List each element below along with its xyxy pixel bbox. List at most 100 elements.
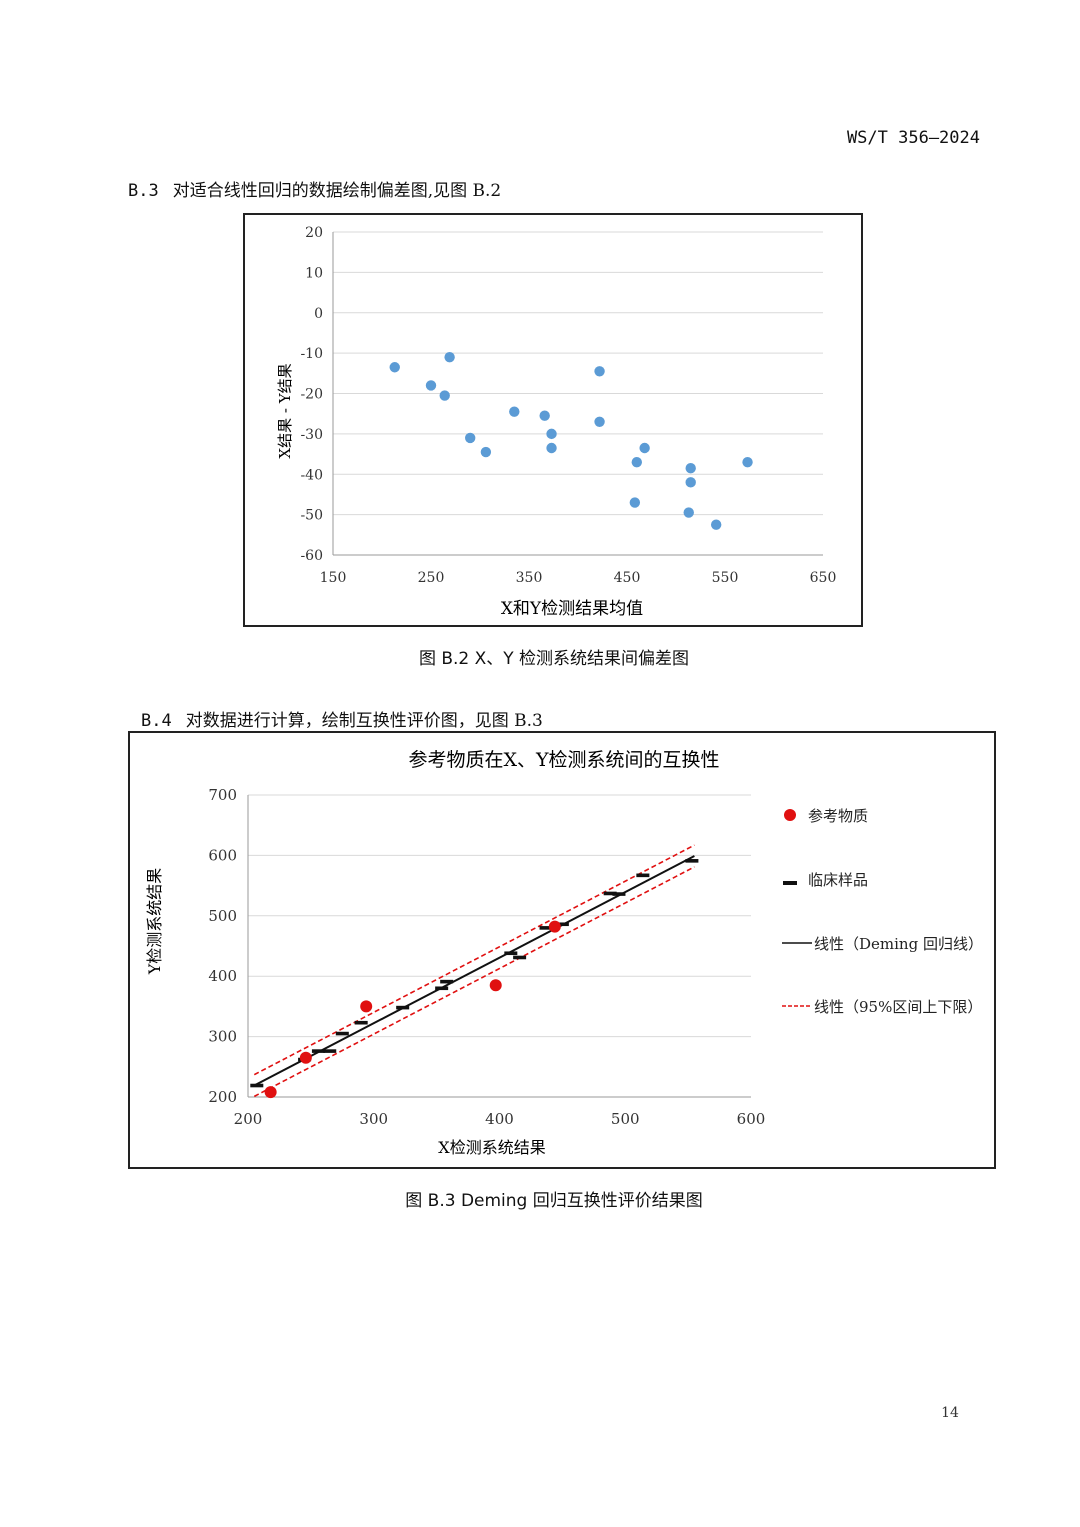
b2-y-tick-label: -10 [300,346,323,362]
b2-data-point [629,497,641,508]
b3-x-tick-label: 300 [359,1110,388,1128]
commutability-chart: 参考物质在X、Y检测系统间的互换性 700 600 500 400 300 200 200… [145,749,983,1157]
b3-y-tick-label: 400 [208,967,237,985]
b2-x-tick-label: 350 [516,570,543,586]
b2-x-tick-label: 450 [614,570,641,586]
b2-data-point [710,519,722,530]
b2-data-point [465,432,476,444]
b3-reference-material-point [264,1086,277,1099]
b3-y-tick-label: 300 [208,1028,237,1046]
section-b4-text: 对数据进行计算，绘制互换性评价图，见图 B.3 [185,711,543,731]
b2-y-tick-label: -50 [300,508,323,524]
b3-reference-material-point [489,979,502,992]
figure-b3-caption: 图 B.3 Deming 回归互换性评价结果图 [405,1191,703,1211]
b3-x-tick-label: 200 [234,1110,263,1128]
section-b3-text: 对适合线性回归的数据绘制偏差图,见图 B.2 [172,181,502,201]
b3-x-tick-label: 400 [485,1110,514,1128]
figure-b3-frame: 参考物质在X、Y检测系统间的互换性 700 600 500 400 300 200 200… [128,731,996,1169]
b2-y-tick-labels: 20 10 0 -10 -20 -30 -40 -50 -60 [300,225,323,564]
b3-reference-material-point [360,1000,373,1013]
b3-upper-limit-line [253,844,695,1076]
b2-data-point [594,366,605,377]
b3-x-tick-label: 500 [611,1110,640,1128]
b3-y-tick-labels: 700 600 500 400 300 200 [208,786,237,1106]
b2-data-point [480,446,492,458]
b3-clinical-sample-point [685,859,699,863]
b2-y-tick-label: -40 [300,467,323,483]
b3-chart-title: 参考物质在X、Y检测系统间的互换性 [408,749,719,771]
b2-x-tick-label: 650 [810,570,837,586]
b3-clinical-sample-point [513,955,527,960]
b3-clinical-sample-point [504,951,518,956]
b2-x-tick-label: 550 [712,570,739,586]
b2-x-tick-labels: 150 250 350 450 550 650 [320,570,837,586]
b3-clinical-sample-point [612,892,626,896]
document-code: WS/T 356—2024 [846,128,980,148]
b2-y-tick-label: 10 [305,265,323,281]
b3-clinical-sample-point [440,979,454,984]
b2-y-tick-label: -30 [300,427,323,443]
b2-y-axis-label: X结果 - Y结果 [276,363,294,458]
b2-data-point [639,442,650,454]
b3-x-axis-label: X检测系统结果 [438,1138,545,1157]
b3-clinical-sample-point [435,986,449,991]
b2-data-point [683,507,694,518]
b3-y-tick-label: 700 [208,786,237,804]
b3-axes [247,795,751,1098]
b3-clinical-sample-point [555,922,569,927]
b2-data-point [546,428,557,440]
section-b4-number: B.4 [141,711,172,731]
b3-clinical-sample-point [603,891,617,896]
b2-axes [332,232,823,556]
b3-reference-material-point [299,1051,312,1064]
b2-data-point [546,442,557,454]
b2-data-point [425,380,437,391]
b2-y-tick-label: -20 [300,387,323,403]
b2-data-point [742,456,753,468]
section-b3: B.3 对适合线性回归的数据绘制偏差图,见图 B.2 [128,176,501,201]
b3-legend-label: 线性（95%区间上下限） [814,998,982,1016]
figure-b2-caption: 图 B.2 X、Y 检测系统结果间偏差图 [418,649,690,669]
b3-data-points [250,859,699,1099]
b3-x-tick-labels: 200 300 400 500 600 [234,1110,766,1128]
bias-scatter-chart: 20 10 0 -10 -20 -30 -40 -50 -60 150 250 350 450 550 6… [276,225,837,619]
figure-b2-frame: 20 10 0 -10 -20 -30 -40 -50 -60 150 250 350 450 550 6… [243,213,863,627]
b2-data-point [444,351,455,363]
b3-lower-limit-line [253,866,695,1098]
b3-y-axis-label: Y检测系统结果 [145,868,164,976]
b3-clinical-sample-point [354,1020,368,1025]
b3-regression-lines [253,844,695,1098]
b3-y-tick-label: 600 [208,846,237,864]
b3-clinical-sample-point [335,1031,349,1036]
b2-y-tick-label: 0 [314,306,323,322]
b2-x-axis-label: X和Y检测结果均值 [501,599,643,619]
section-b4: B.4 对数据进行计算，绘制互换性评价图，见图 B.3 [141,706,543,731]
b2-x-tick-label: 250 [418,570,445,586]
b2-data-point [685,462,696,474]
b3-y-tick-label: 200 [208,1088,237,1106]
page-number: 14 [941,1405,959,1421]
b3-clinical-sample-point [250,1083,264,1088]
section-b3-number: B.3 [128,181,159,201]
b3-x-tick-label: 600 [737,1110,766,1128]
b3-legend-label: 临床样品 [808,871,868,889]
b3-legend-label: 线性（Deming 回归线） [814,935,983,953]
b2-data-point [631,456,642,468]
b2-y-tick-label: -60 [300,548,323,564]
b2-y-tick-label: 20 [305,225,323,241]
b2-data-point [685,477,696,488]
b3-clinical-sample-point [323,1049,337,1053]
b2-data-point [594,416,605,427]
b3-legend-dash-marker [783,881,797,885]
b2-data-point [509,406,520,417]
b3-clinical-sample-point [311,1049,325,1053]
b3-clinical-sample-point [396,1005,410,1010]
b2-x-tick-label: 150 [320,570,347,586]
b2-data-point [439,390,450,401]
b3-clinical-sample-point [539,926,553,930]
b3-y-tick-label: 500 [208,907,237,925]
b3-reference-material-point [548,920,561,933]
b2-data-point [389,362,400,373]
b3-legend-circle-marker [784,809,796,821]
